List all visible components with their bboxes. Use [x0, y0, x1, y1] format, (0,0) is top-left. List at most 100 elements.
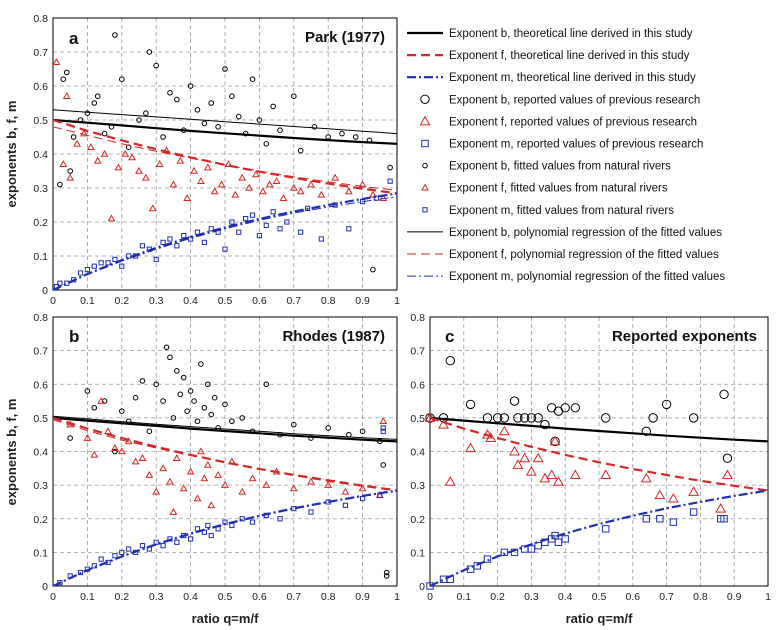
legend-label: Exponent b, polynomial regression of the… [449, 227, 722, 239]
fitted-b-point [146, 428, 153, 435]
x-tick-label: 0.7 [286, 295, 301, 307]
panel-b-y-tick-labels: 0 0.1 0.2 0.3 0.4 0.5 0.6 0.7 0.8 [33, 312, 48, 593]
y-tick-label: 0.3 [410, 480, 425, 492]
fitted-m-point [119, 549, 125, 555]
x-tick-label: 0.6 [625, 591, 640, 603]
x-tick-label: 1 [765, 591, 771, 603]
x-tick-label: 0.7 [659, 591, 674, 603]
x-tick-label: 0.6 [252, 591, 267, 603]
x-tick-label: 0.1 [456, 591, 471, 603]
reported-m-point [473, 562, 482, 570]
fitted-f-point [344, 187, 353, 195]
panel-a-grid [53, 18, 397, 290]
y-tick-label: 0.7 [33, 346, 48, 358]
fitted-b-point [387, 164, 393, 171]
fitted-m-point [98, 260, 104, 266]
fitted-m-point [229, 219, 235, 225]
fitted-b-point [84, 110, 91, 116]
fitted-b-point [143, 110, 149, 116]
fitted-m-point [57, 280, 63, 286]
fitted-m-point [126, 546, 132, 552]
fitted-f-point [148, 204, 157, 212]
fitted-m-point [308, 509, 314, 515]
x-tick-label: 0.9 [727, 591, 742, 603]
fitted-f-point [200, 474, 209, 482]
fitted-f-point [100, 149, 109, 157]
fitted-b-point [222, 66, 228, 72]
x-tick-label: 0.8 [321, 295, 336, 307]
fitted-b-point [229, 418, 235, 425]
fitted-b-point [153, 381, 159, 388]
fitted-m-point [160, 239, 166, 246]
reported-m-point [483, 555, 492, 563]
x-tick-label: 0.9 [355, 295, 370, 307]
fitted-f-point [252, 170, 260, 178]
fitted-f-point [358, 180, 367, 188]
fitted-b-point [94, 93, 101, 99]
reported-b-point [661, 399, 672, 410]
y-tick-label: 0 [42, 285, 48, 297]
x-tick-label: 0.8 [321, 591, 336, 603]
panel-c-y-tick-labels: 0 0.1 0.2 0.3 0.4 0.5 0.6 0.7 0.8 [410, 312, 425, 593]
fitted-b-point [167, 90, 173, 96]
legend-item: Exponent f, theoretical line derived in … [407, 50, 690, 62]
y-tick-label: 0.2 [33, 217, 48, 229]
reported-b-point [688, 413, 699, 423]
panel-a-title: Park (1977) [305, 29, 385, 46]
fitted-b-point [270, 103, 276, 110]
panel-b: 00.10.20.30.40.50.60.70.8 0 0.1 0.2 0.3 0.4 0… [4, 312, 400, 626]
y-tick-label: 0.8 [33, 13, 48, 25]
fitted-f-point [97, 396, 106, 404]
fitted-b-point [57, 181, 63, 188]
reported-b-point [540, 419, 550, 430]
fitted-m-point [153, 256, 159, 262]
fitted-f-point [172, 454, 181, 462]
fitted-b-point [174, 368, 180, 374]
reported-f-point [465, 442, 477, 453]
x-tick-label: 0.1 [80, 295, 95, 307]
x-tick-label: 0.8 [693, 591, 708, 603]
fitted-b-point [187, 388, 194, 394]
poly-f-line [52, 419, 398, 491]
reported-f-point [485, 432, 497, 443]
fitted-f-point [62, 92, 71, 100]
fitted-f-point [217, 180, 226, 188]
reported-m-point [426, 582, 434, 590]
fitted-b-point [352, 134, 359, 140]
y-tick-label: 0.8 [410, 312, 425, 324]
x-tick-label: 0.3 [524, 591, 539, 603]
fitted-m-point [98, 556, 104, 562]
fitted-b-point [84, 388, 91, 394]
fitted-b-point [201, 404, 208, 411]
poly-b-line [52, 415, 398, 440]
fitted-m-point [77, 270, 84, 276]
fitted-f-point [307, 477, 315, 485]
fitted-b-point [194, 418, 201, 425]
reported-b-point [722, 453, 733, 463]
fitted-b-point [222, 401, 228, 408]
fitted-m-point [205, 522, 211, 529]
panel-b-y-axis-title: exponents b, f, m [4, 399, 19, 506]
fitted-f-point [296, 187, 305, 195]
y-tick-label: 0.5 [33, 413, 48, 425]
fitted-f-point [169, 180, 178, 188]
fitted-m-point [243, 216, 249, 222]
reported-f-point [546, 469, 558, 480]
legend-item: Exponent m, fitted values from natural r… [422, 205, 674, 217]
reported-f-point [569, 469, 581, 480]
reported-f-point [512, 459, 524, 469]
fitted-m-point [380, 428, 386, 434]
fitted-m-point [270, 209, 276, 215]
fitted-f-point [176, 156, 185, 164]
theory-f-line [52, 416, 398, 492]
x-tick-label: 1 [394, 295, 400, 307]
y-tick-label: 0.1 [33, 547, 48, 559]
reported-m-point [656, 515, 664, 523]
panel-b-title: Rhodes (1987) [282, 328, 385, 345]
fitted-f-point [324, 481, 333, 488]
legend-label: Exponent f, reported values of previous … [449, 116, 697, 128]
panel-c-letter: c [445, 327, 454, 346]
x-tick-label: 0.2 [114, 295, 129, 307]
reported-m-point [689, 508, 698, 516]
fitted-m-point [263, 222, 269, 229]
